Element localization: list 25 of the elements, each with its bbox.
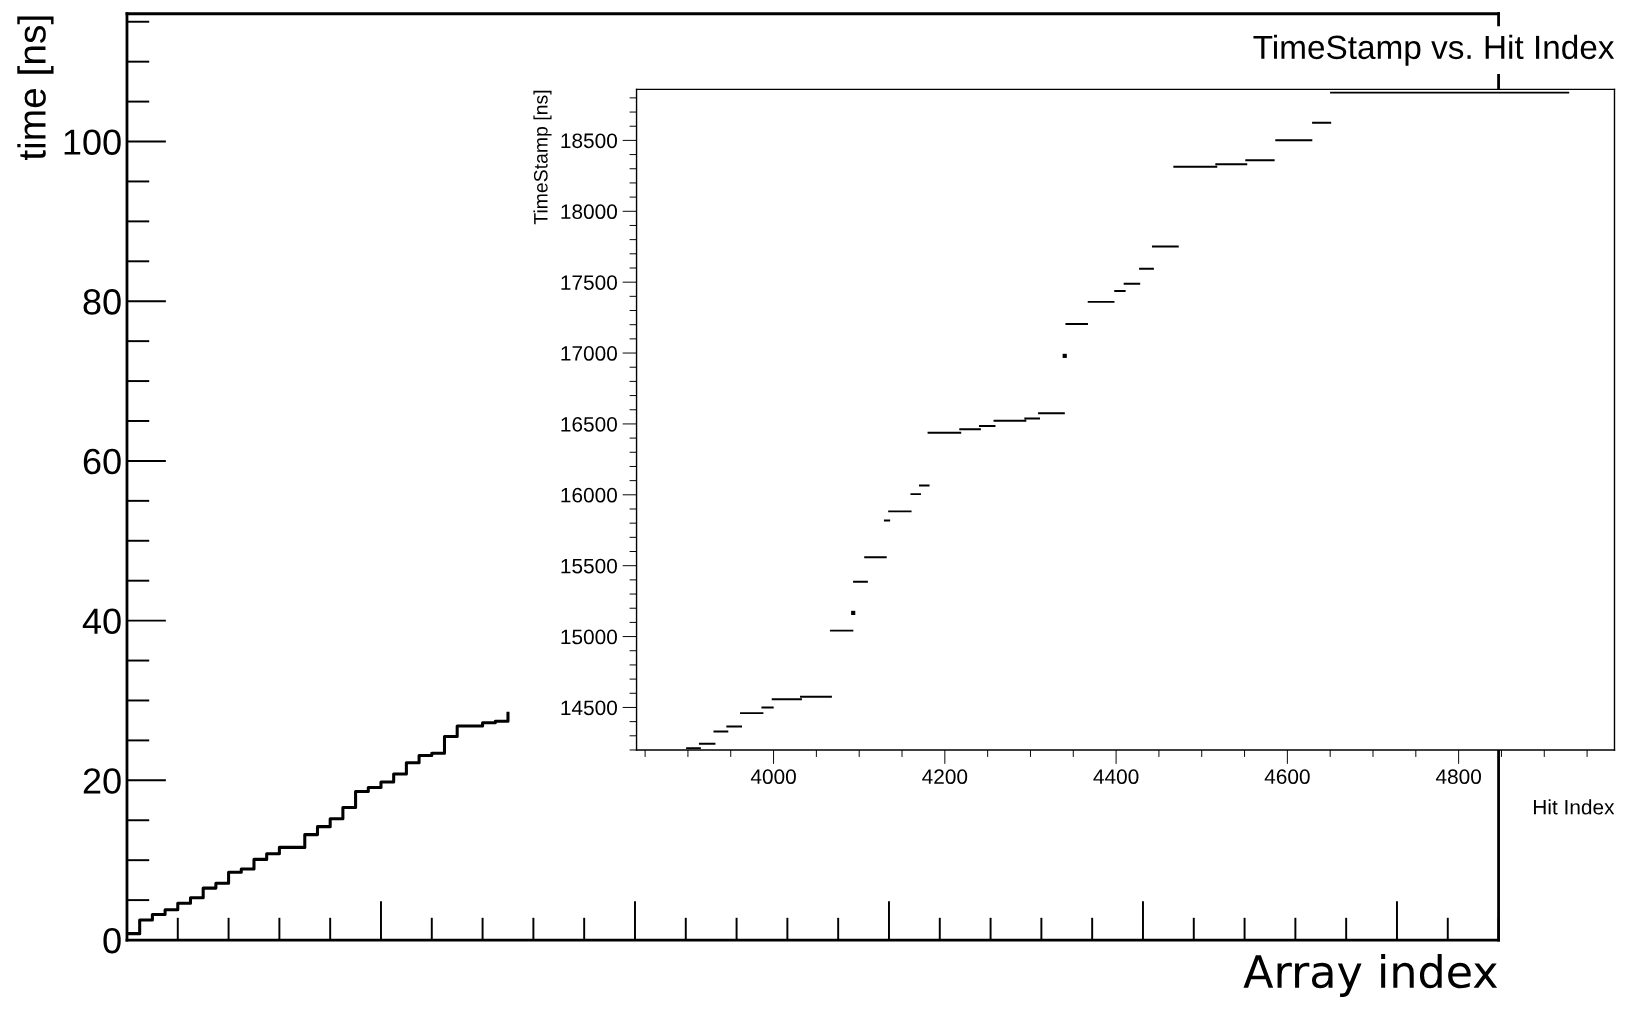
x-axis-title: Array index bbox=[1243, 953, 1498, 997]
y-tick-label: 40 bbox=[82, 608, 121, 635]
y-tick-label: 18500 bbox=[561, 133, 617, 149]
y-tick-label: 16500 bbox=[561, 416, 617, 432]
y-axis-title: TimeStamp [ns] bbox=[533, 90, 552, 225]
x-tick-label: 4400 bbox=[1093, 769, 1139, 785]
x-tick-label: 4600 bbox=[1264, 769, 1310, 785]
y-tick-label: 0 bbox=[103, 927, 121, 954]
y-tick-label: 80 bbox=[83, 289, 121, 315]
y-tick-label: 100 bbox=[64, 129, 121, 155]
y-tick-label: 17000 bbox=[561, 346, 617, 361]
x-tick-label: 4000 bbox=[750, 769, 796, 785]
y-tick-label: 16000 bbox=[561, 487, 617, 503]
y-tick-label: 15000 bbox=[561, 629, 617, 645]
y-tick-label: 60 bbox=[83, 448, 121, 475]
x-tick-label: 4200 bbox=[922, 769, 968, 785]
chart-title: TimeStamp vs. Hit Index bbox=[1253, 34, 1615, 66]
y-tick-label: 17500 bbox=[561, 275, 617, 290]
y-axis-title: time [ns] bbox=[17, 16, 54, 161]
y-tick-label: 15500 bbox=[561, 558, 617, 574]
x-axis-title: Hit Index bbox=[1533, 799, 1615, 815]
y-tick-label: 18000 bbox=[561, 204, 617, 220]
x-tick-label: 4800 bbox=[1435, 769, 1481, 785]
y-tick-label: 14500 bbox=[561, 700, 617, 716]
y-tick-label: 20 bbox=[83, 768, 121, 794]
